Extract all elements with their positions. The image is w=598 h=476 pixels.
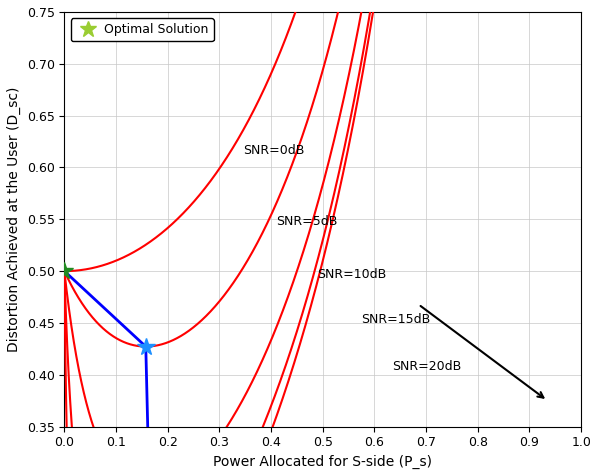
Y-axis label: Distortion Achieved at the User (D_sc): Distortion Achieved at the User (D_sc) <box>7 87 21 352</box>
Text: SNR=20dB: SNR=20dB <box>392 360 462 373</box>
Text: SNR=15dB: SNR=15dB <box>362 313 431 327</box>
Text: SNR=0dB: SNR=0dB <box>243 144 304 158</box>
Legend: Optimal Solution: Optimal Solution <box>71 18 213 41</box>
Text: SNR=10dB: SNR=10dB <box>318 268 387 281</box>
Text: SNR=5dB: SNR=5dB <box>276 215 338 228</box>
X-axis label: Power Allocated for S-side (P_s): Power Allocated for S-side (P_s) <box>213 455 432 469</box>
